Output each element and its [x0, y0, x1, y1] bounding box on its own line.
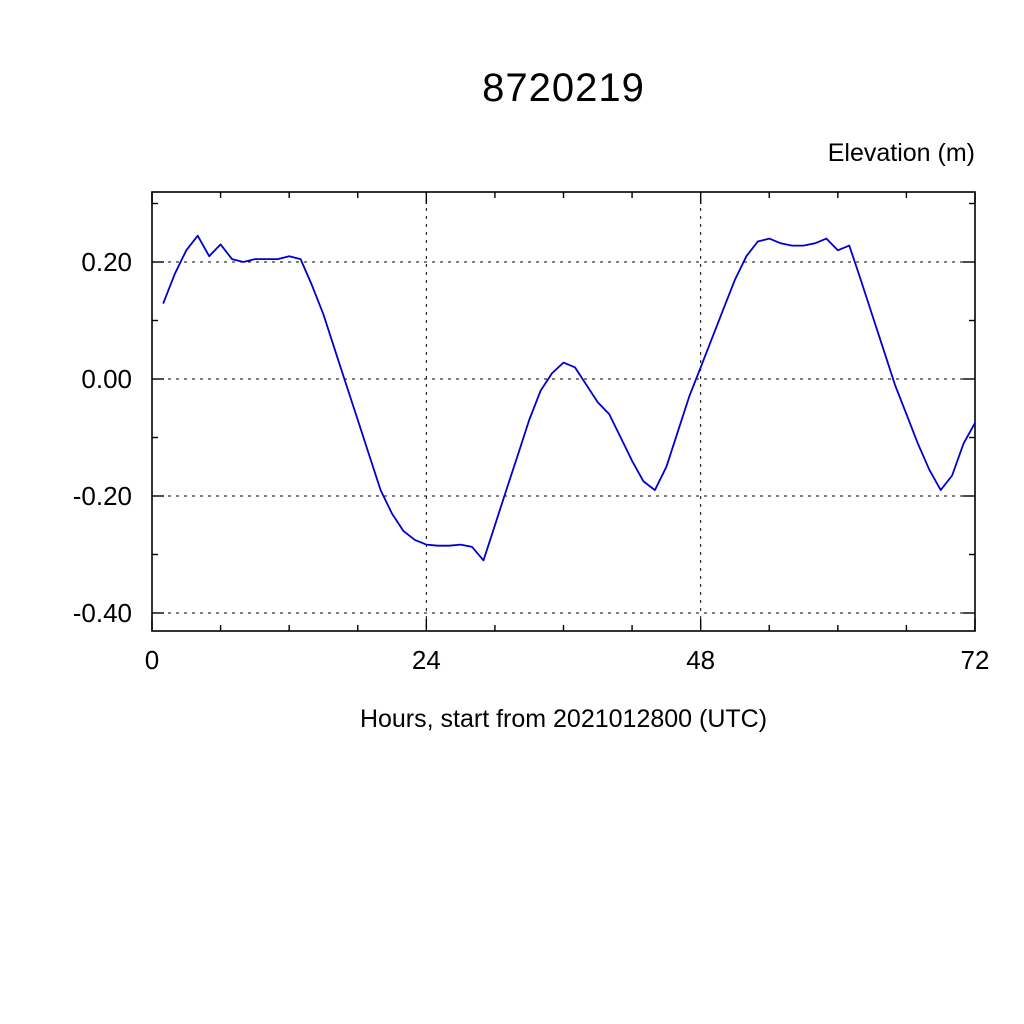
- y-tick-label: -0.20: [73, 481, 132, 511]
- y-tick-label: 0.00: [81, 364, 132, 394]
- y-axis-unit-label: Elevation (m): [827, 139, 975, 167]
- x-axis-label: Hours, start from 2021012800 (UTC): [359, 705, 768, 733]
- y-tick-label: -0.40: [73, 598, 132, 628]
- x-tick-label: 72: [961, 645, 990, 675]
- x-tick-label: 24: [412, 645, 441, 675]
- axis-frame: [151, 191, 976, 632]
- chart-title: 8720219: [482, 66, 645, 110]
- y-tick-label: 0.20: [81, 247, 132, 277]
- x-tick-label: 48: [686, 645, 715, 675]
- x-tick-label: 0: [145, 645, 159, 675]
- elevation-line: [162, 234, 976, 562]
